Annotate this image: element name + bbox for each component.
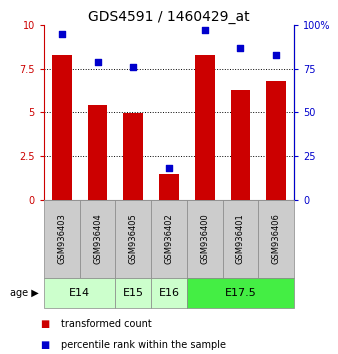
Bar xyxy=(266,81,286,200)
Text: E15: E15 xyxy=(123,288,144,298)
Text: GSM936401: GSM936401 xyxy=(236,213,245,264)
Text: GSM936403: GSM936403 xyxy=(57,213,66,264)
Point xyxy=(273,52,279,57)
Text: GSM936402: GSM936402 xyxy=(165,213,173,264)
Point xyxy=(202,27,208,33)
Text: GSM936400: GSM936400 xyxy=(200,213,209,264)
Bar xyxy=(195,55,215,200)
Text: GSM936405: GSM936405 xyxy=(129,213,138,264)
Text: ■: ■ xyxy=(41,319,50,329)
Bar xyxy=(88,105,107,200)
Text: GSM936404: GSM936404 xyxy=(93,213,102,264)
Text: age ▶: age ▶ xyxy=(10,288,39,298)
Bar xyxy=(159,174,179,200)
Point xyxy=(166,166,172,171)
Text: ■: ■ xyxy=(41,340,50,350)
Point xyxy=(130,64,136,70)
Bar xyxy=(231,90,250,200)
Bar xyxy=(52,55,72,200)
Point xyxy=(238,45,243,50)
Text: percentile rank within the sample: percentile rank within the sample xyxy=(61,340,226,350)
Text: transformed count: transformed count xyxy=(61,319,151,329)
Point xyxy=(59,31,65,36)
Text: GSM936406: GSM936406 xyxy=(272,213,281,264)
Bar xyxy=(123,113,143,200)
Title: GDS4591 / 1460429_at: GDS4591 / 1460429_at xyxy=(88,10,250,24)
Text: E17.5: E17.5 xyxy=(224,288,256,298)
Text: E16: E16 xyxy=(159,288,179,298)
Text: E14: E14 xyxy=(69,288,90,298)
Point xyxy=(95,59,100,64)
